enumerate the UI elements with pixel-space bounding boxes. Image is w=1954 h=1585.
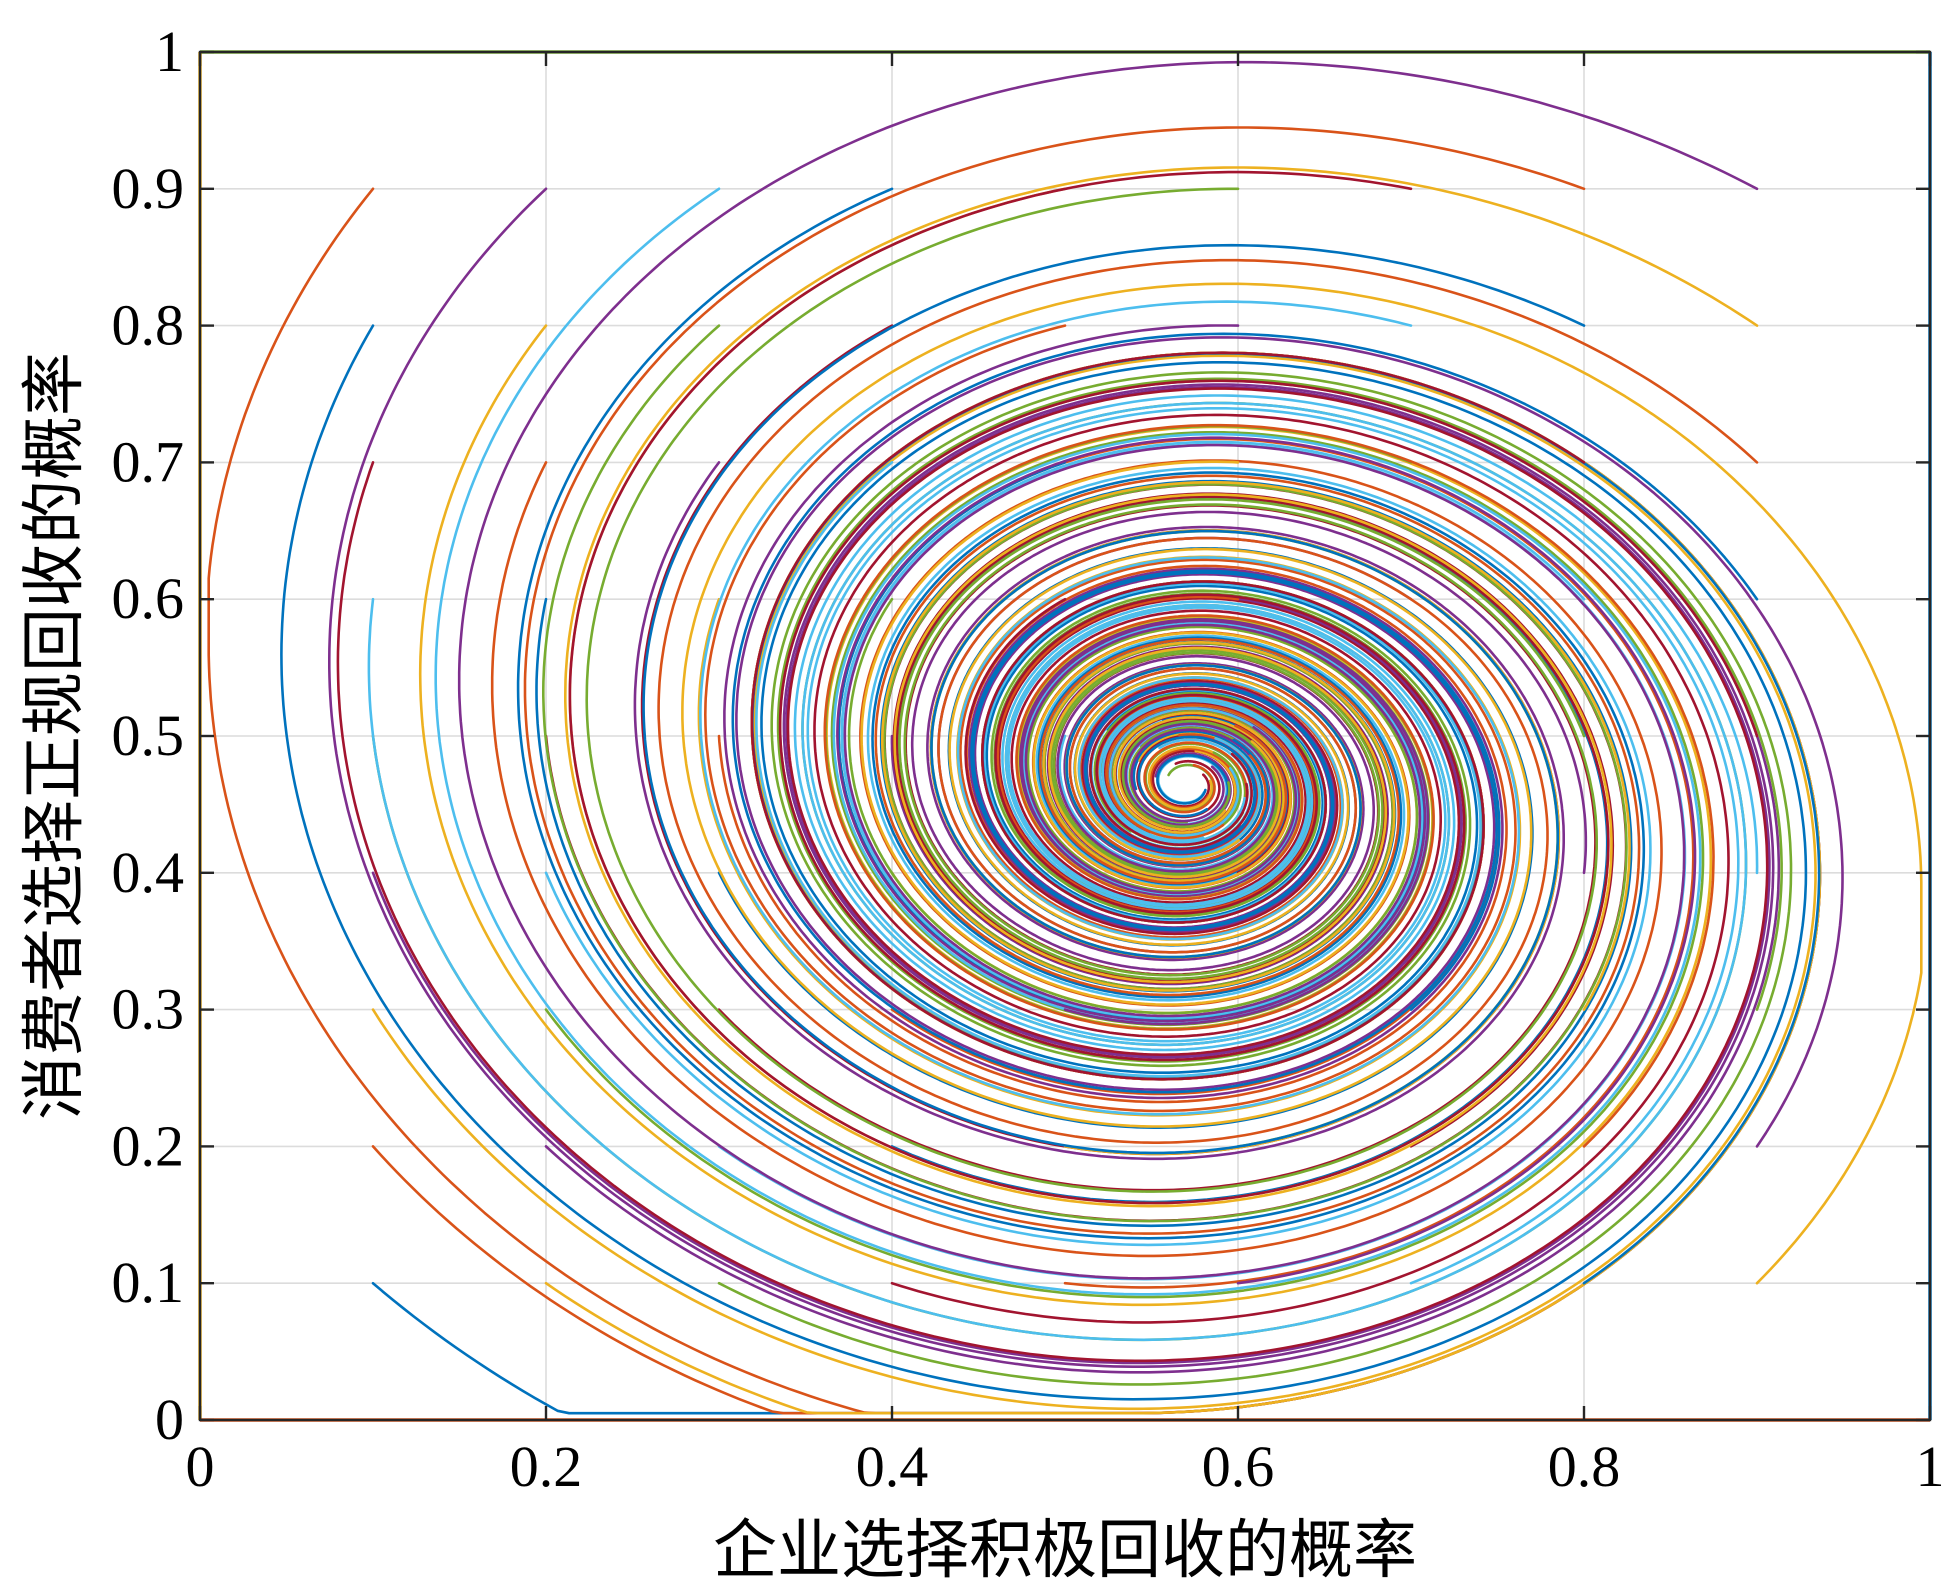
trajectory-line	[813, 413, 1730, 1324]
trajectory-line	[778, 379, 1759, 1062]
y-tick-label: 0.4	[112, 840, 185, 905]
trajectory-line	[564, 166, 1759, 1208]
y-tick-label: 0.3	[112, 977, 185, 1042]
trajectory-line	[280, 324, 1808, 1401]
trajectory-line	[910, 510, 1588, 972]
y-tick-label: 0.7	[112, 429, 185, 494]
trajectory-line	[585, 187, 1598, 1193]
y-tick-label: 0.9	[112, 156, 185, 221]
trajectory-line	[881, 481, 1631, 1011]
trajectory-line	[898, 498, 1586, 981]
y-tick-label: 0.6	[112, 566, 185, 631]
y-tick-label: 1	[155, 19, 184, 84]
trajectory-line	[806, 407, 1740, 1285]
trajectory-line	[717, 371, 1793, 1386]
trajectory-line	[681, 282, 1923, 1285]
trajectory-series	[207, 60, 1923, 1415]
x-tick-label: 0.2	[510, 1434, 583, 1499]
y-tick-label: 0.1	[112, 1250, 185, 1315]
trajectory-line	[367, 401, 1748, 1342]
trajectory-line	[657, 258, 1759, 1144]
y-tick-labels: 0 0.1 0.2 0.3 0.4 0.5 0.6 0.7 0.8 0.9 1	[112, 19, 185, 1452]
trajectory-line	[793, 394, 1759, 1052]
trajectory-line	[750, 351, 1586, 1081]
trajectory-line	[642, 243, 1586, 1155]
y-tick-label: 0	[155, 1387, 184, 1452]
x-tick-label: 0.6	[1202, 1434, 1275, 1499]
trajectory-line	[523, 126, 1641, 1235]
y-tick-label: 0.8	[112, 293, 185, 358]
x-tick-label: 0.8	[1548, 1434, 1621, 1499]
trajectory-line	[699, 300, 1521, 1116]
x-tick-label: 1	[1916, 1434, 1945, 1499]
x-tick-labels: 0 0.2 0.4 0.6 0.8 1	[186, 1434, 1945, 1499]
trajectory-line	[860, 460, 1410, 1006]
y-axis-title: 消费者选择正规回收的概率	[18, 352, 92, 1120]
trajectory-line	[823, 423, 1715, 1148]
trajectory-line	[731, 332, 1759, 1094]
trajectory-line	[457, 60, 1759, 1280]
y-tick-label: 0.5	[112, 703, 185, 768]
y-tick-label: 0.2	[112, 1113, 185, 1178]
x-axis-title: 企业选择积极回收的概率	[713, 1514, 1417, 1585]
x-tick-label: 0.4	[856, 1434, 929, 1499]
axis-ticks	[198, 50, 1932, 1422]
x-tick-label: 0	[186, 1434, 215, 1499]
